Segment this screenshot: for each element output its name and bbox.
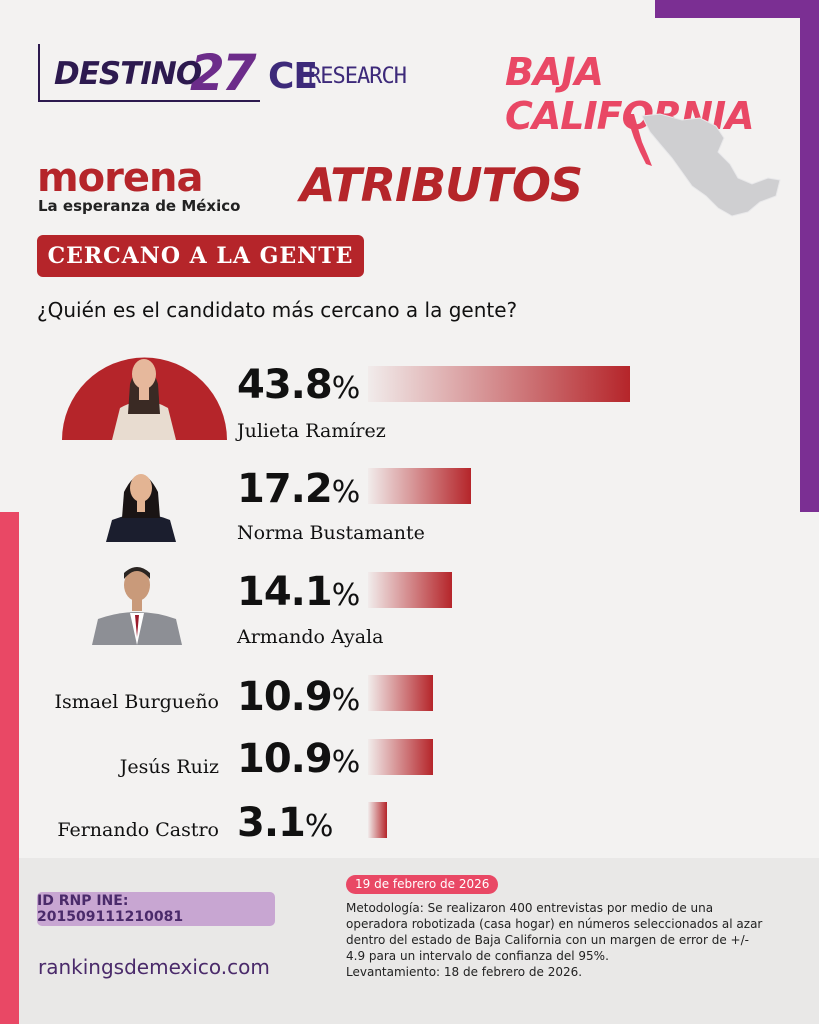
attribute-label: CERCANO A LA GENTE	[37, 235, 364, 277]
morena-logo: morena	[37, 155, 203, 201]
bar-julieta	[368, 366, 630, 402]
destino-logo-number: 27	[190, 44, 257, 102]
percent-sign: %	[304, 809, 333, 844]
value-label-jesus: 10.9%	[237, 736, 360, 782]
bar-armando	[368, 572, 453, 608]
candidate-photo-armando	[92, 567, 182, 645]
category-label-jesus: Jesús Ruiz	[119, 756, 219, 778]
rnp-id-badge: ID RNP INE: 201509111210081	[37, 892, 275, 926]
website-link[interactable]: rankingsdemexico.com	[38, 955, 270, 979]
value-label-julieta: 43.8%	[237, 362, 360, 408]
percent-sign: %	[331, 371, 360, 406]
category-label-fernando: Fernando Castro	[57, 819, 219, 841]
category-label-ismael: Ismael Burgueño	[54, 691, 219, 713]
value-label-norma: 17.2%	[237, 466, 360, 512]
morena-tagline: La esperanza de México	[38, 197, 241, 215]
destino-logo-text: DESTINO	[54, 56, 202, 92]
category-label-norma: Norma Bustamante	[237, 522, 425, 544]
bar-fernando	[368, 802, 387, 838]
decorative-pink-bar-left	[0, 512, 19, 1024]
category-label-armando: Armando Ayala	[237, 626, 384, 648]
percent-sign: %	[331, 745, 360, 780]
ceresearch-logo-ce: CE	[268, 56, 318, 97]
percent-sign: %	[331, 578, 360, 613]
value-number: 14.1	[237, 569, 333, 615]
value-number: 3.1	[237, 800, 306, 846]
category-label-julieta: Julieta Ramírez	[237, 420, 386, 442]
bar-norma	[368, 468, 471, 504]
value-number: 10.9	[237, 736, 333, 782]
value-label-fernando: 3.1%	[237, 800, 333, 846]
decorative-purple-bar-top	[655, 0, 819, 18]
value-label-ismael: 10.9%	[237, 674, 360, 720]
value-number: 43.8	[237, 362, 333, 408]
methodology-text: Metodología: Se realizaron 400 entrevist…	[346, 900, 766, 980]
publication-date-badge: 19 de febrero de 2026	[346, 875, 499, 894]
survey-question: ¿Quién es el candidato más cercano a la …	[37, 298, 518, 322]
percent-sign: %	[331, 475, 360, 510]
fieldwork-date: Levantamiento: 18 de febrero de 2026.	[346, 965, 583, 979]
decorative-purple-bar-right	[800, 0, 819, 512]
value-number: 17.2	[237, 466, 333, 512]
ceresearch-logo-research: RESEARCH	[308, 64, 407, 89]
methodology-paragraph: Metodología: Se realizaron 400 entrevist…	[346, 901, 763, 963]
value-number: 10.9	[237, 674, 333, 720]
bar-ismael	[368, 675, 434, 711]
destino27-logo: DESTINO 27	[38, 44, 260, 102]
candidate-photo-julieta	[62, 357, 227, 440]
candidate-photo-norma	[106, 474, 176, 542]
percent-sign: %	[331, 683, 360, 718]
section-heading: ATRIBUTOS	[300, 158, 583, 212]
bar-jesus	[368, 739, 434, 775]
value-label-armando: 14.1%	[237, 569, 360, 615]
mexico-map-icon	[628, 113, 781, 217]
